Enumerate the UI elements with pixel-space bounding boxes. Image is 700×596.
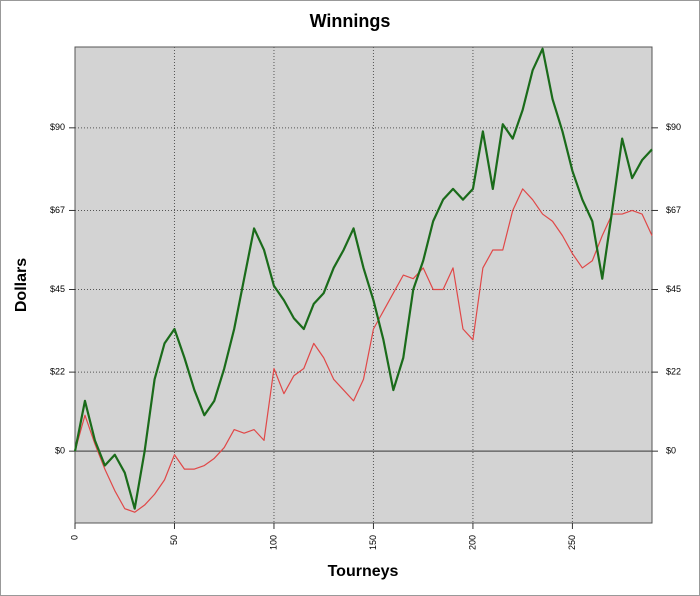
y-tick-label: $22 xyxy=(50,366,65,376)
y2-tick-label: $45 xyxy=(666,284,681,294)
series-line xyxy=(74,188,653,513)
x-tick-label: 250 xyxy=(567,535,577,550)
series-line xyxy=(73,47,653,510)
y-tick-label: $45 xyxy=(50,284,65,294)
x-tick-label: 100 xyxy=(268,535,278,550)
y-axis-title: Dollars xyxy=(13,258,30,312)
y-tick-label: $90 xyxy=(50,122,65,132)
x-tick-label: 50 xyxy=(169,535,179,545)
chart-title: Winnings xyxy=(310,11,391,31)
y2-tick-label: $0 xyxy=(666,446,676,456)
y2-tick-label: $90 xyxy=(666,122,681,132)
x-tick-label: 150 xyxy=(368,535,378,550)
x-tick-label: 0 xyxy=(69,535,79,540)
y-tick-label: $67 xyxy=(50,205,65,215)
x-tick-label: 200 xyxy=(467,535,477,550)
y-tick-label: $0 xyxy=(55,446,65,456)
y2-tick-label: $67 xyxy=(666,205,681,215)
plot-area xyxy=(74,46,653,524)
x-axis-title: Tourneys xyxy=(328,563,399,580)
y2-tick-label: $22 xyxy=(666,366,681,376)
